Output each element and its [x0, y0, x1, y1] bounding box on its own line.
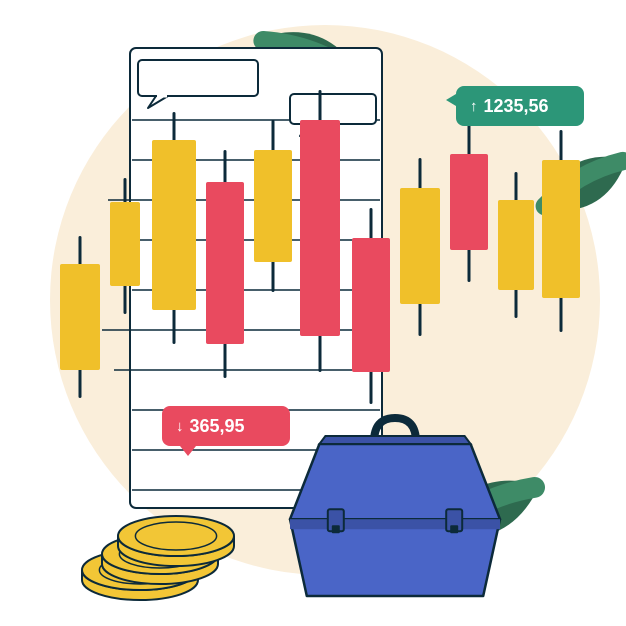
candlestick	[400, 0, 440, 626]
candlestick-body	[400, 188, 440, 304]
candlestick-body	[498, 200, 534, 290]
candlestick-body	[300, 120, 340, 336]
candlestick-body	[352, 238, 390, 372]
price-up-bubble: ↑ 1235,56	[456, 86, 584, 126]
candlestick	[352, 0, 390, 626]
candlestick	[152, 0, 196, 626]
candlestick	[254, 0, 292, 626]
price-down-bubble: ↓ 365,95	[162, 406, 290, 446]
candlestick-body	[450, 154, 488, 250]
candlestick-body	[254, 150, 292, 262]
candlestick-body	[206, 182, 244, 344]
arrow-down-icon: ↓	[176, 418, 184, 435]
price-down-value: 365,95	[190, 416, 245, 437]
candlestick-body	[60, 264, 100, 370]
candlestick	[110, 0, 140, 626]
candlestick	[206, 0, 244, 626]
candlestick-body	[110, 202, 140, 286]
candlestick	[60, 0, 100, 626]
candlestick-body	[152, 140, 196, 310]
candlestick	[300, 0, 340, 626]
candlestick-body	[542, 160, 580, 298]
arrow-up-icon: ↑	[470, 98, 478, 115]
price-up-value: 1235,56	[484, 96, 549, 117]
